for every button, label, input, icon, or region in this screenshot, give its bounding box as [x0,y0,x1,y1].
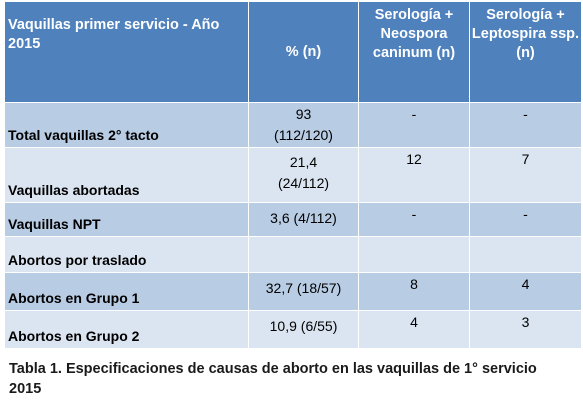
percent-value: 3,6 (4/112) [270,210,337,226]
row-label: Vaquillas abortadas [4,147,249,203]
row-neospora: - [358,202,470,237]
row-label: Abortos en Grupo 1 [4,272,249,311]
row-leptospira: 3 [469,310,582,349]
header-heifers-first-service: Vaquillas primer servicio - Año 2015 [4,1,249,103]
row-leptospira: - [469,202,582,237]
table-row: Abortos en Grupo 2 10,9 (6/55) 4 3 [4,310,582,349]
row-label: Abortos en Grupo 2 [4,310,249,349]
row-percent: 3,6 (4/112) [248,202,359,237]
percent-count: (24/112) [277,175,330,191]
row-neospora: - [358,102,470,148]
percent-value: 93 [295,106,312,122]
table-header-row: Vaquillas primer servicio - Año 2015 % (… [4,1,582,103]
row-percent: 21,4 (24/112) [248,147,359,203]
percent-value: 32,7 (18/57) [265,280,342,296]
row-label: Total vaquillas 2° tacto [4,102,249,148]
row-label: Abortos por traslado [4,236,249,273]
abortion-causes-table: Vaquillas primer servicio - Año 2015 % (… [4,1,582,349]
row-neospora: 4 [358,310,470,349]
percent-count: (112/120) [274,127,333,143]
header-neospora: Serología + Neospora caninum (n) [358,1,470,103]
table-row: Vaquillas NPT 3,6 (4/112) - - [4,202,582,237]
row-leptospira: 4 [469,272,582,311]
row-percent [248,236,359,273]
row-percent: 10,9 (6/55) [248,310,359,349]
header-leptospira: Serología + Leptospira ssp. (n) [469,1,582,103]
table-row: Abortos por traslado [4,236,582,273]
row-neospora: 8 [358,272,470,311]
table-row: Abortos en Grupo 1 32,7 (18/57) 8 4 [4,272,582,311]
table-row: Total vaquillas 2° tacto 93 (112/120) - … [4,102,582,148]
table-caption: Tabla 1. Especificaciones de causas de a… [9,361,537,397]
row-percent: 32,7 (18/57) [248,272,359,311]
percent-value: 21,4 [289,154,318,170]
row-leptospira [469,236,582,273]
table-row: Vaquillas abortadas 21,4 (24/112) 12 7 [4,147,582,203]
header-percent: % (n) [248,1,359,103]
row-leptospira: - [469,102,582,148]
row-leptospira: 7 [469,147,582,203]
data-table-container: Vaquillas primer servicio - Año 2015 % (… [4,1,582,349]
row-neospora [358,236,470,273]
percent-value: 10,9 (6/55) [269,318,338,334]
row-label: Vaquillas NPT [4,202,249,237]
row-neospora: 12 [358,147,470,203]
row-percent: 93 (112/120) [248,102,359,148]
